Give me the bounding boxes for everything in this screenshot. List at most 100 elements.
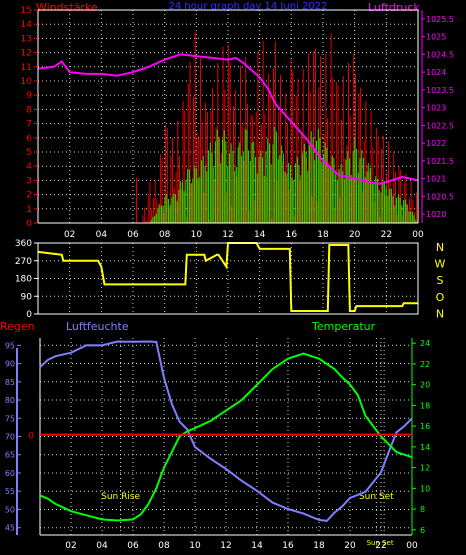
compass-label: N [436,241,444,254]
avg-bar [323,154,324,223]
gust-bar [290,59,292,224]
avg-bar [241,155,243,223]
avg-bar [286,173,288,223]
gust-bar [255,111,257,223]
avg-bar [180,181,182,223]
avg-bar [274,126,276,223]
gust-bar [177,120,179,223]
compass-label: W [435,258,446,271]
gust-bar [159,154,161,223]
avg-bar [159,204,161,223]
avg-bar [370,167,371,223]
humidity-tick-label: 90 [5,360,15,369]
wind-tick-label: 7 [26,120,32,130]
x-tick-label: 14 [251,541,263,551]
gust-bar [361,190,363,223]
gust-bar [285,93,287,223]
gust-bar [292,71,294,223]
temperature-label: Temperatur [311,320,376,333]
gust-bar [328,161,330,223]
avg-bar [187,168,189,223]
avg-bar [302,153,303,223]
avg-bar [178,189,180,223]
gust-bar [210,111,212,223]
gust-bar [302,68,304,223]
avg-bar [185,180,187,223]
wind-label: Windstärke [36,1,98,14]
avg-bar [199,176,201,223]
gust-bar [147,194,149,223]
avg-bar [376,178,378,223]
gust-bar [348,62,349,224]
avg-bar [277,159,279,223]
x-tick-label: 06 [127,541,139,551]
temperature-tick-label: 10 [420,484,430,493]
gust-bar [196,132,198,223]
avg-bar [342,171,344,223]
avg-bar [403,200,405,223]
gust-bar [250,114,252,223]
gust-bar [220,152,222,223]
avg-bar [415,219,417,223]
gust-bar [278,111,280,223]
gust-bar [203,192,205,223]
x-tick-label: 20 [344,541,356,551]
gust-bar [346,145,348,223]
x-tick-label: 18 [317,230,329,240]
gust-bar [335,82,337,223]
gust-bar [398,166,400,223]
wind-tick-label: 8 [26,105,32,115]
temperature-tick-label: 20 [420,381,430,390]
x-tick-label: 10 [189,541,201,551]
avg-bar [263,175,265,223]
gust-bar [370,111,372,223]
pressure-tick-label: 1024 [426,68,446,77]
gust-bar [396,214,398,223]
temperature-tick-label: 6 [420,526,425,535]
gust-bar [304,137,306,223]
avg-bar [188,169,190,223]
gust-bar [173,187,175,223]
gust-bar [266,177,268,223]
humidity-tick-label: 60 [5,469,15,478]
avg-bar [246,129,248,223]
avg-bar [211,152,213,223]
avg-bar [328,167,330,223]
gust-bar [236,176,238,223]
gust-bar [374,201,376,223]
pressure-tick-label: 1022 [426,139,446,148]
avg-bar [394,205,396,223]
pressure-tick-label: 1021 [426,175,446,184]
gust-bar [156,199,158,223]
gust-bar [262,40,264,223]
gust-bar [193,96,194,223]
gust-bar [199,58,201,224]
pressure-tick-label: 1021.5 [426,157,454,166]
gust-bar [415,192,417,223]
gust-bar [295,95,297,223]
avg-bar [169,204,171,223]
pressure-tick-label: 1020.5 [426,192,454,201]
gust-bar [393,152,395,223]
gust-bar [168,208,170,223]
x-tick-label: 04 [96,230,108,240]
gust-bar [358,93,360,224]
x-tick-label: 08 [159,230,171,240]
gust-bar [316,201,318,223]
avg-bar [152,216,154,223]
wind-tick-label: 2 [26,191,32,201]
gust-bar [354,74,356,224]
avg-bar [239,142,241,223]
avg-bar [237,147,239,223]
gust-bar [414,211,416,223]
gust-bar [172,137,174,223]
gust-bar [325,54,327,224]
wind-tick-label: 9 [26,91,32,101]
pressure-tick-label: 1022.5 [426,121,454,130]
avg-bar [329,167,331,223]
rain-tick-label: 0 [28,432,34,442]
pressure-tick-label: 1024.5 [426,50,454,59]
avg-bar [298,165,300,223]
gust-bar [219,136,221,223]
